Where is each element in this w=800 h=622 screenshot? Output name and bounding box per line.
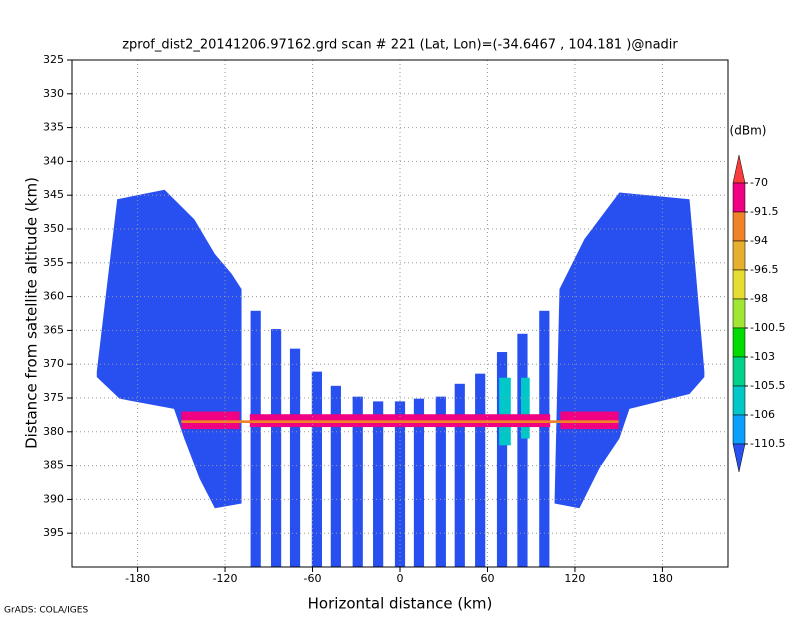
field-band bbox=[181, 411, 240, 430]
colorbar-cell bbox=[732, 356, 746, 387]
y-tick-label: 355 bbox=[43, 256, 64, 269]
x-tick-label: -180 bbox=[125, 572, 150, 585]
field-band bbox=[560, 411, 619, 430]
field-column bbox=[475, 373, 486, 567]
y-tick-label: 330 bbox=[43, 87, 64, 100]
colorbar-cap bbox=[732, 443, 746, 473]
colorbar-cell bbox=[732, 182, 746, 213]
field-column bbox=[250, 310, 261, 567]
field-region bbox=[96, 189, 242, 509]
field-column bbox=[270, 329, 282, 567]
field-column bbox=[454, 383, 465, 567]
y-tick-label: 385 bbox=[43, 459, 64, 472]
field-column bbox=[435, 396, 446, 567]
colorbar-label: -100.5 bbox=[750, 321, 785, 334]
x-tick-label: -120 bbox=[213, 572, 238, 585]
colorbar-cell bbox=[732, 240, 746, 271]
field-region bbox=[554, 192, 705, 509]
colorbar-unit: (dBm) bbox=[730, 124, 767, 138]
y-tick-label: 380 bbox=[43, 425, 64, 438]
y-tick-label: 365 bbox=[43, 323, 64, 336]
y-tick-label: 360 bbox=[43, 290, 64, 303]
colorbar-label: -106 bbox=[750, 408, 775, 421]
field-column bbox=[517, 333, 528, 567]
colorbar-cell bbox=[732, 298, 746, 329]
colorbar-label: -105.5 bbox=[750, 379, 785, 392]
colorbar-label: -91.5 bbox=[750, 205, 778, 218]
x-tick-label: 0 bbox=[397, 572, 404, 585]
colorbar-cap bbox=[732, 154, 746, 184]
field-column bbox=[373, 401, 384, 567]
colorbar-cell bbox=[732, 414, 746, 445]
field-band bbox=[499, 377, 511, 446]
colorbar-label: -103 bbox=[750, 350, 775, 363]
colorbar-label: -110.5 bbox=[750, 437, 785, 450]
colorbar-cell bbox=[732, 327, 746, 358]
x-tick-label: 60 bbox=[480, 572, 494, 585]
y-tick-label: 370 bbox=[43, 357, 64, 370]
colorbar-label: -94 bbox=[750, 234, 768, 247]
colorbar-cell bbox=[732, 385, 746, 416]
colorbar-label: -98 bbox=[750, 292, 768, 305]
y-tick-label: 350 bbox=[43, 222, 64, 235]
x-tick-label: 180 bbox=[652, 572, 673, 585]
x-axis-label: Horizontal distance (km) bbox=[308, 595, 493, 613]
y-tick-label: 395 bbox=[43, 526, 64, 539]
colorbar-label: -96.5 bbox=[750, 263, 778, 276]
field-column bbox=[539, 310, 550, 567]
field-column bbox=[289, 348, 301, 567]
y-tick-label: 325 bbox=[43, 53, 64, 66]
y-tick-label: 345 bbox=[43, 188, 64, 201]
field-column bbox=[330, 385, 341, 567]
colorbar-cell bbox=[732, 269, 746, 300]
x-tick-label: -60 bbox=[304, 572, 322, 585]
y-tick-label: 335 bbox=[43, 121, 64, 134]
field-band bbox=[520, 377, 530, 439]
footer: GrADS: COLA/IGES bbox=[4, 606, 88, 616]
plot-frame bbox=[71, 59, 729, 568]
y-tick-label: 375 bbox=[43, 391, 64, 404]
y-axis-label: Distance from satellite altitude (km) bbox=[23, 177, 41, 449]
chart-title: zprof_dist2_20141206.97162.grd scan # 22… bbox=[122, 38, 678, 53]
y-tick-label: 390 bbox=[43, 492, 64, 505]
field-column bbox=[413, 398, 425, 567]
colorbar-label: -70 bbox=[750, 176, 768, 189]
field-column bbox=[352, 396, 363, 567]
x-tick-label: 120 bbox=[564, 572, 585, 585]
colorbar-cell bbox=[732, 211, 746, 242]
field-column bbox=[311, 371, 323, 567]
y-tick-label: 340 bbox=[43, 154, 64, 167]
field-band bbox=[181, 420, 619, 424]
field-column bbox=[496, 352, 508, 567]
